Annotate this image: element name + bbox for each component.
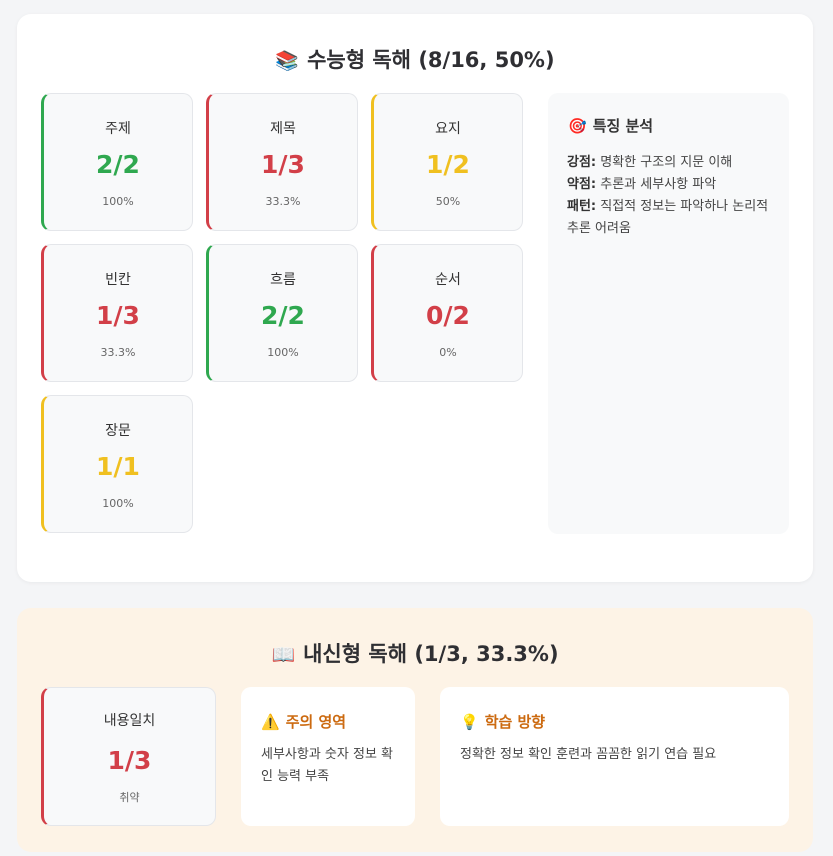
caution-heading: ⚠️ 주의 영역 [261, 713, 347, 731]
stat-score: 2/2 [96, 150, 140, 179]
warning-icon: ⚠️ [261, 713, 280, 731]
target-icon: 🎯 [568, 117, 587, 135]
stat-label: 주제 [105, 121, 131, 137]
stat-score: 1/3 [107, 746, 152, 775]
analysis-list: 강점: 명확한 구조의 지문 이해 약점: 추론과 세부사항 파악 패턴: 직접… [567, 152, 777, 240]
stat-percent: 0% [439, 346, 457, 359]
stat-label: 요지 [435, 121, 461, 137]
stat-score: 1/3 [96, 301, 140, 330]
analysis-heading: 🎯 특징 분석 [568, 117, 654, 135]
naesin-title: 📖 내신형 독해 (1/3, 33.3%) [271, 642, 559, 666]
stat-percent: 33.3% [265, 195, 301, 208]
stat-card-title: 제목 1/3 33.3% [206, 93, 358, 231]
stat-card-gist: 요지 1/2 50% [371, 93, 523, 231]
stat-card-blank: 빈칸 1/3 33.3% [41, 244, 193, 382]
suneung-title: 📚 수능형 독해 (8/16, 50%) [275, 48, 555, 72]
books-icon: 📚 [275, 50, 300, 72]
direction-heading: 💡 학습 방향 [460, 713, 546, 731]
stat-label: 흐름 [270, 272, 296, 288]
lightbulb-icon: 💡 [460, 713, 479, 731]
stat-label: 순서 [435, 272, 461, 288]
stat-percent: 33.3% [100, 346, 136, 359]
stat-score: 1/2 [426, 150, 470, 179]
caution-text: 세부사항과 숫자 정보 확인 능력 부족 [261, 747, 393, 784]
stat-score: 1/1 [96, 452, 140, 481]
stat-card-content-match: 내용일치 1/3 취약 [41, 687, 216, 826]
stat-percent: 50% [435, 195, 461, 208]
analysis-pattern: 패턴: 직접적 정보는 파악하나 논리적 추론 어려움 [567, 199, 769, 236]
stat-card-topic: 주제 2/2 100% [41, 93, 193, 231]
analysis-strength: 강점: 명확한 구조의 지문 이해 [567, 155, 733, 170]
stat-card-flow: 흐름 2/2 100% [206, 244, 358, 382]
stat-card-order: 순서 0/2 0% [371, 244, 523, 382]
stat-percent: 100% [102, 195, 134, 208]
stat-percent: 100% [102, 497, 134, 510]
open-book-icon: 📖 [271, 644, 296, 666]
suneung-section: 📚 수능형 독해 (8/16, 50%) 주제 2/2 100% 제목 1/3 3… [17, 14, 813, 582]
direction-text: 정확한 정보 확인 훈련과 꼼꼼한 읽기 연습 필요 [460, 747, 717, 762]
stat-label: 빈칸 [105, 272, 131, 288]
stat-percent: 100% [267, 346, 299, 359]
analysis-weakness: 약점: 추론과 세부사항 파악 [567, 177, 717, 192]
stat-score: 0/2 [426, 301, 470, 330]
naesin-section: 📖 내신형 독해 (1/3, 33.3%) 내용일치 1/3 취약 ⚠️ 주의 영역… [17, 608, 813, 852]
stat-score: 1/3 [261, 150, 305, 179]
analysis-panel: 🎯 특징 분석 강점: 명확한 구조의 지문 이해 약점: 추론과 세부사항 파악… [548, 93, 789, 534]
stat-label: 제목 [270, 121, 296, 137]
direction-panel: 💡 학습 방향 정확한 정보 확인 훈련과 꼼꼼한 읽기 연습 필요 [440, 687, 789, 826]
caution-panel: ⚠️ 주의 영역 세부사항과 숫자 정보 확인 능력 부족 [241, 687, 415, 826]
stat-card-long: 장문 1/1 100% [41, 395, 193, 533]
stat-status: 취약 [119, 791, 140, 804]
stat-score: 2/2 [261, 301, 305, 330]
stat-label: 내용일치 [103, 713, 156, 729]
stat-label: 장문 [105, 423, 131, 439]
